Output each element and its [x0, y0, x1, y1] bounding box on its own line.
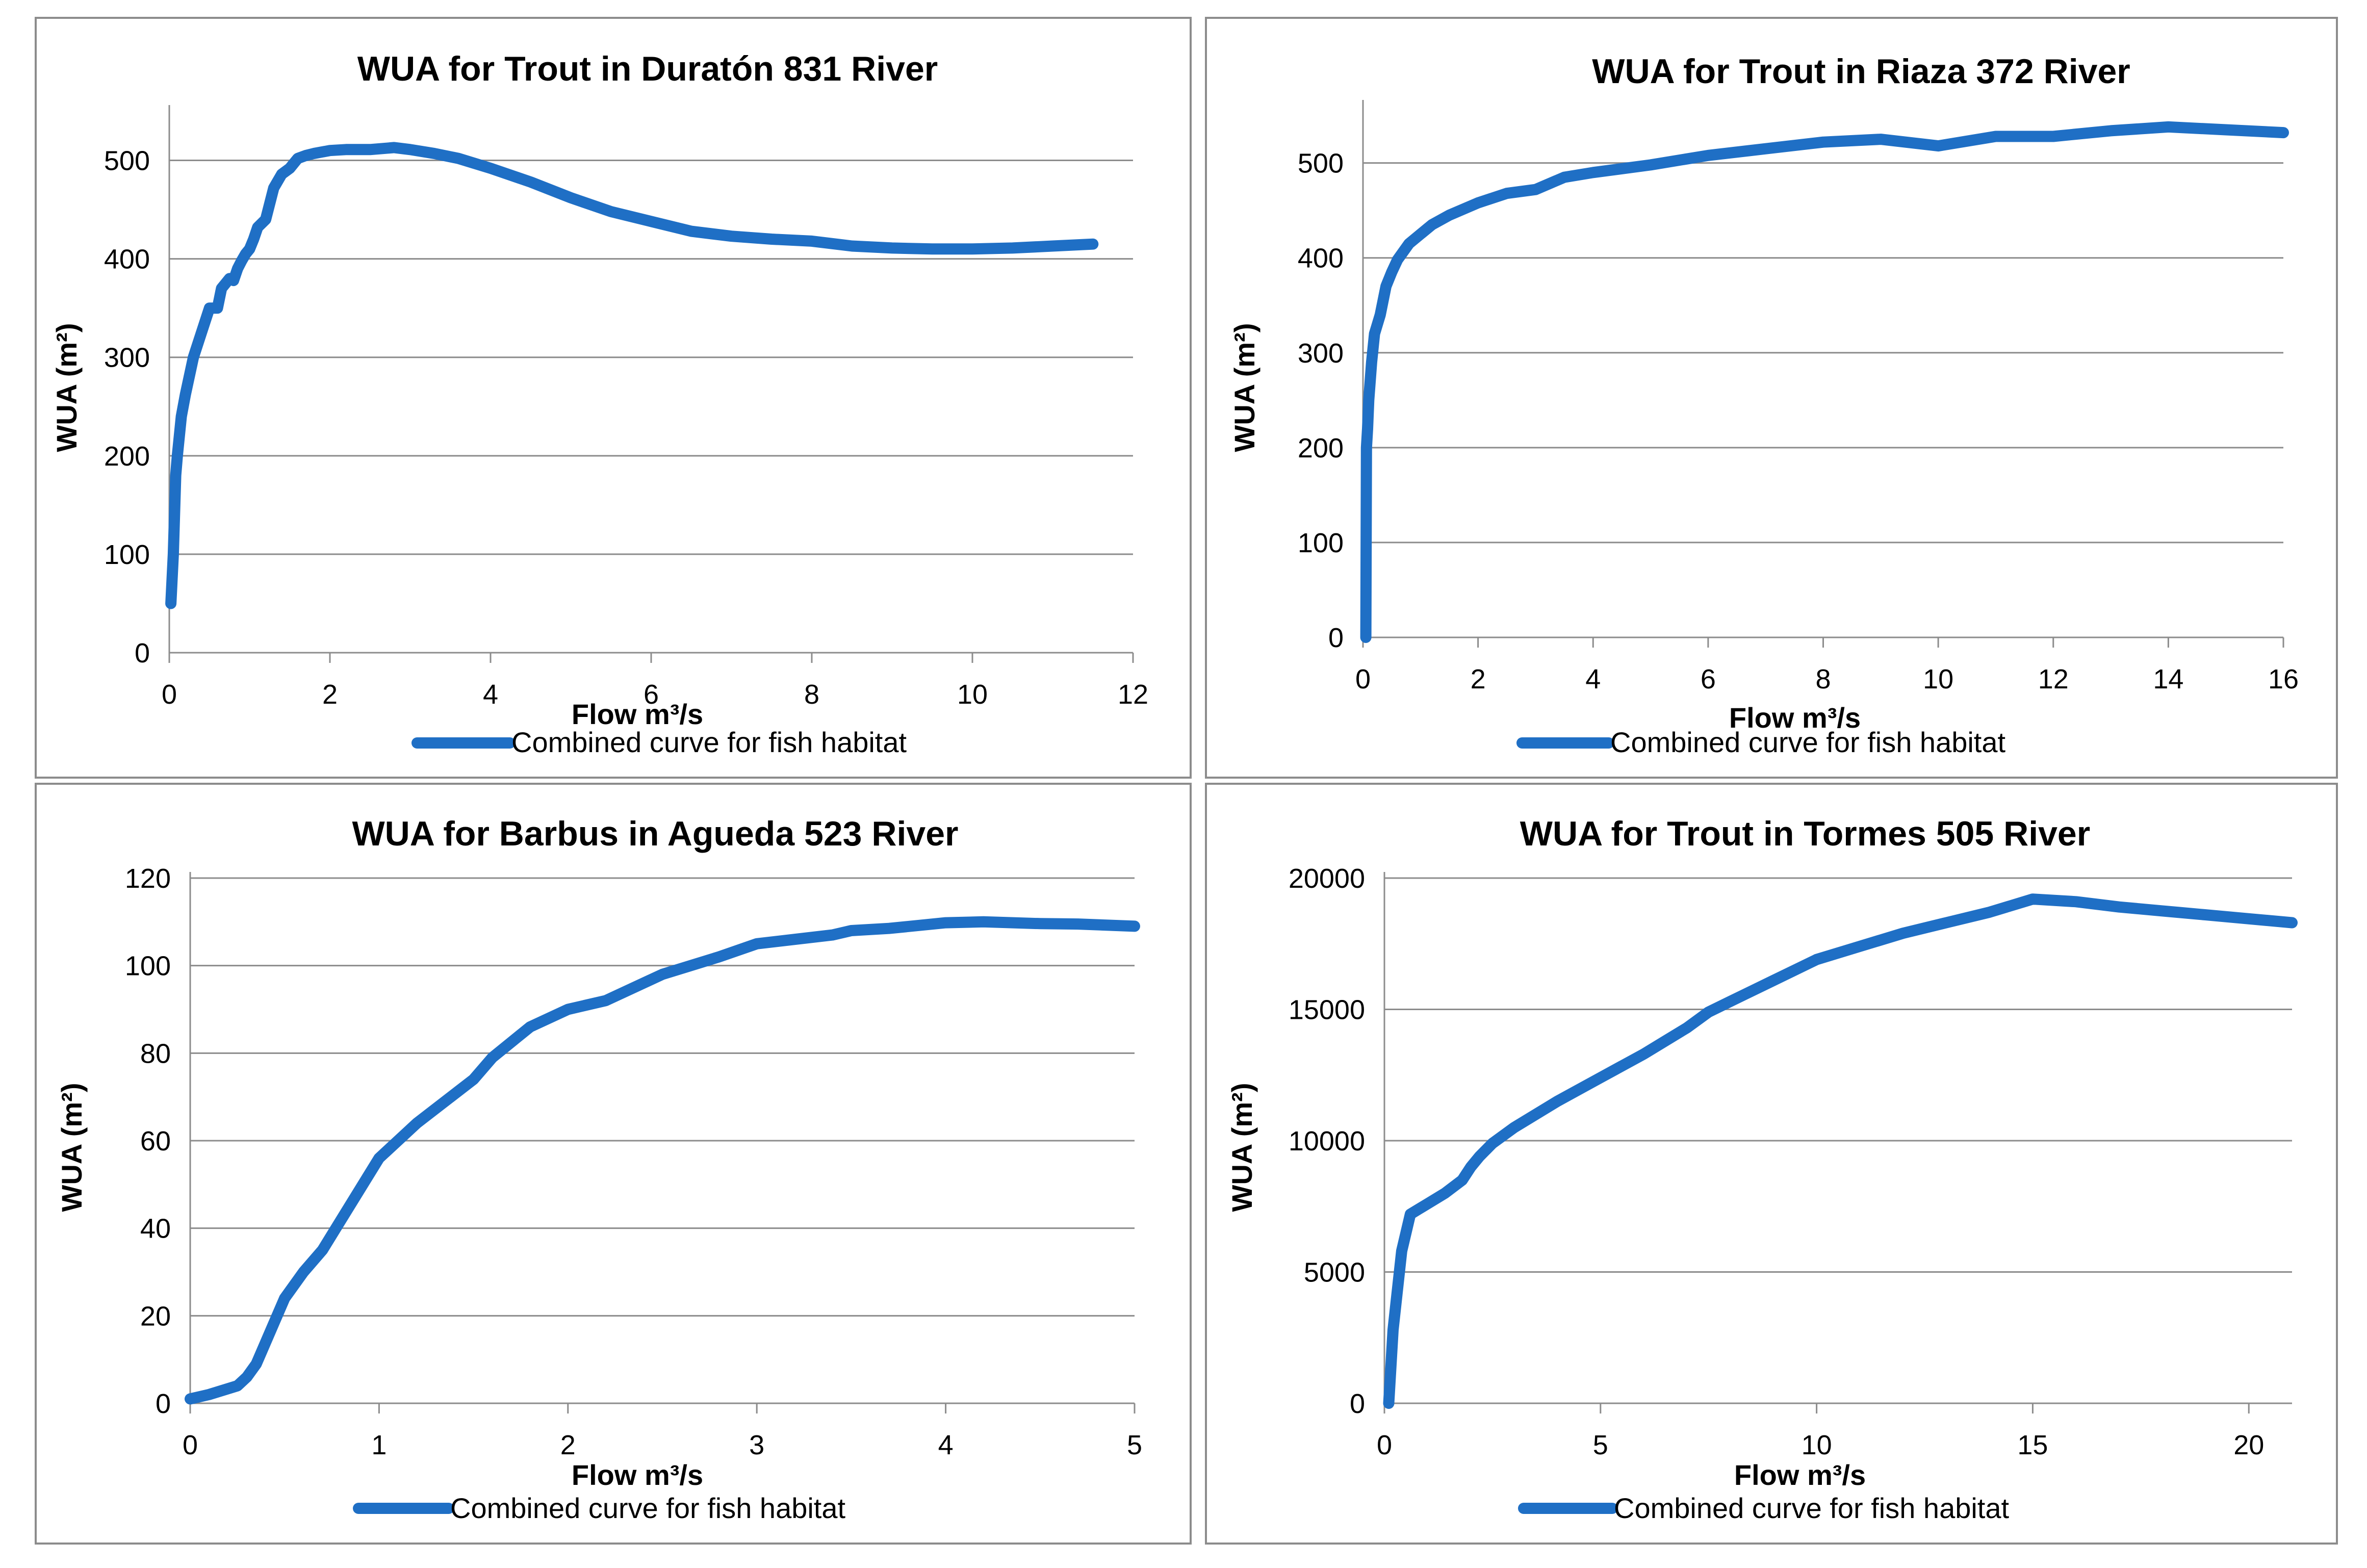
x-tick-label: 6 [1701, 664, 1716, 695]
x-tick-label: 8 [804, 679, 819, 710]
y-axis-title: WUA (m²) [50, 323, 83, 452]
y-tick-label: 500 [104, 146, 150, 176]
series-line [165, 142, 1099, 609]
x-axis-title: Flow m³/s [572, 1459, 703, 1491]
x-tick-label: 4 [938, 1430, 954, 1460]
chart-title: WUA for Trout in Duratón 831 River [357, 49, 938, 88]
series-line [1383, 893, 2298, 1409]
x-tick-label: 15 [2017, 1430, 2048, 1460]
chart-border [35, 17, 1192, 779]
y-tick-label: 400 [104, 244, 150, 275]
chart-panel-agueda: WUA for Barbus in Agueda 523 River 02040… [35, 783, 1192, 1545]
chart-border [35, 783, 1192, 1545]
x-tick-label: 6 [644, 679, 659, 710]
y-axis-title: WUA (m²) [56, 1083, 88, 1212]
x-tick-label: 2 [1471, 664, 1486, 695]
y-tick-label: 20000 [1289, 863, 1365, 894]
chart-panel-duraton: WUA for Trout in Duratón 831 River 01002… [35, 17, 1192, 779]
chart-title: WUA for Trout in Riaza 372 River [1592, 52, 2130, 91]
y-axis-title: WUA (m²) [1226, 1083, 1258, 1212]
y-tick-label: 300 [1298, 338, 1344, 369]
y-tick-label: 300 [104, 343, 150, 373]
x-tick-label: 14 [2153, 664, 2183, 695]
y-tick-label: 40 [140, 1214, 171, 1244]
x-tick-label: 0 [1377, 1430, 1392, 1460]
x-tick-label: 12 [2038, 664, 2069, 695]
chart-panel-tormes: WUA for Trout in Tormes 505 River 0 5000 1… [1205, 783, 2338, 1545]
y-tick-label: 500 [1298, 148, 1344, 179]
y-tick-label: 60 [140, 1126, 171, 1156]
x-tick-label: 0 [183, 1430, 198, 1460]
y-tick-label: 15000 [1289, 995, 1365, 1025]
y-tick-label: 0 [156, 1389, 171, 1419]
y-tick-label: 120 [125, 863, 171, 894]
x-tick-label: 12 [1118, 679, 1148, 710]
legend-label: Combined curve for fish habitat [450, 1492, 846, 1524]
x-tick-label: 3 [749, 1430, 764, 1460]
x-tick-label: 0 [162, 679, 177, 710]
x-tick-label: 10 [1802, 1430, 1832, 1460]
x-tick-label: 0 [1355, 664, 1371, 695]
x-axis-title: Flow m³/s [1729, 702, 1861, 734]
x-tick-label: 20 [2233, 1430, 2264, 1460]
y-tick-label: 80 [140, 1038, 171, 1069]
legend-label: Combined curve for fish habitat [511, 726, 907, 758]
y-tick-label: 100 [1298, 528, 1344, 558]
legend-label: Combined curve for fish habitat [1614, 1492, 2010, 1524]
y-tick-label: 0 [135, 638, 150, 669]
series-line [1360, 121, 2289, 643]
y-tick-label: 200 [104, 441, 150, 472]
x-tick-label: 10 [957, 679, 988, 710]
y-tick-label: 400 [1298, 243, 1344, 274]
x-tick-label: 4 [1585, 664, 1601, 695]
chart-title: WUA for Barbus in Agueda 523 River [352, 814, 959, 853]
x-tick-label: 4 [483, 679, 498, 710]
x-tick-label: 5 [1593, 1430, 1608, 1460]
y-tick-label: 0 [1350, 1389, 1365, 1419]
y-tick-label: 200 [1298, 433, 1344, 464]
x-tick-label: 10 [1923, 664, 1953, 695]
y-tick-label: 10000 [1289, 1126, 1365, 1156]
y-tick-label: 5000 [1304, 1257, 1365, 1288]
x-axis-title: Flow m³/s [572, 698, 703, 730]
x-tick-label: 2 [560, 1430, 576, 1460]
x-axis-title: Flow m³/s [1734, 1459, 1866, 1491]
y-tick-label: 20 [140, 1301, 171, 1331]
x-tick-label: 1 [371, 1430, 387, 1460]
x-tick-label: 2 [322, 679, 338, 710]
chart-panel-riaza: WUA for Trout in Riaza 372 River 0100200… [1205, 17, 2338, 779]
chart-title: WUA for Trout in Tormes 505 River [1520, 814, 2090, 853]
series-line [185, 916, 1140, 1405]
x-tick-label: 8 [1815, 664, 1831, 695]
y-tick-label: 0 [1328, 623, 1344, 653]
x-tick-label: 5 [1127, 1430, 1142, 1460]
legend-label: Combined curve for fish habitat [1610, 726, 2006, 758]
y-tick-label: 100 [125, 951, 171, 982]
y-tick-label: 100 [104, 539, 150, 570]
chart-border [1205, 783, 2338, 1545]
y-axis-title: WUA (m²) [1228, 323, 1260, 452]
x-tick-label: 16 [2268, 664, 2299, 695]
